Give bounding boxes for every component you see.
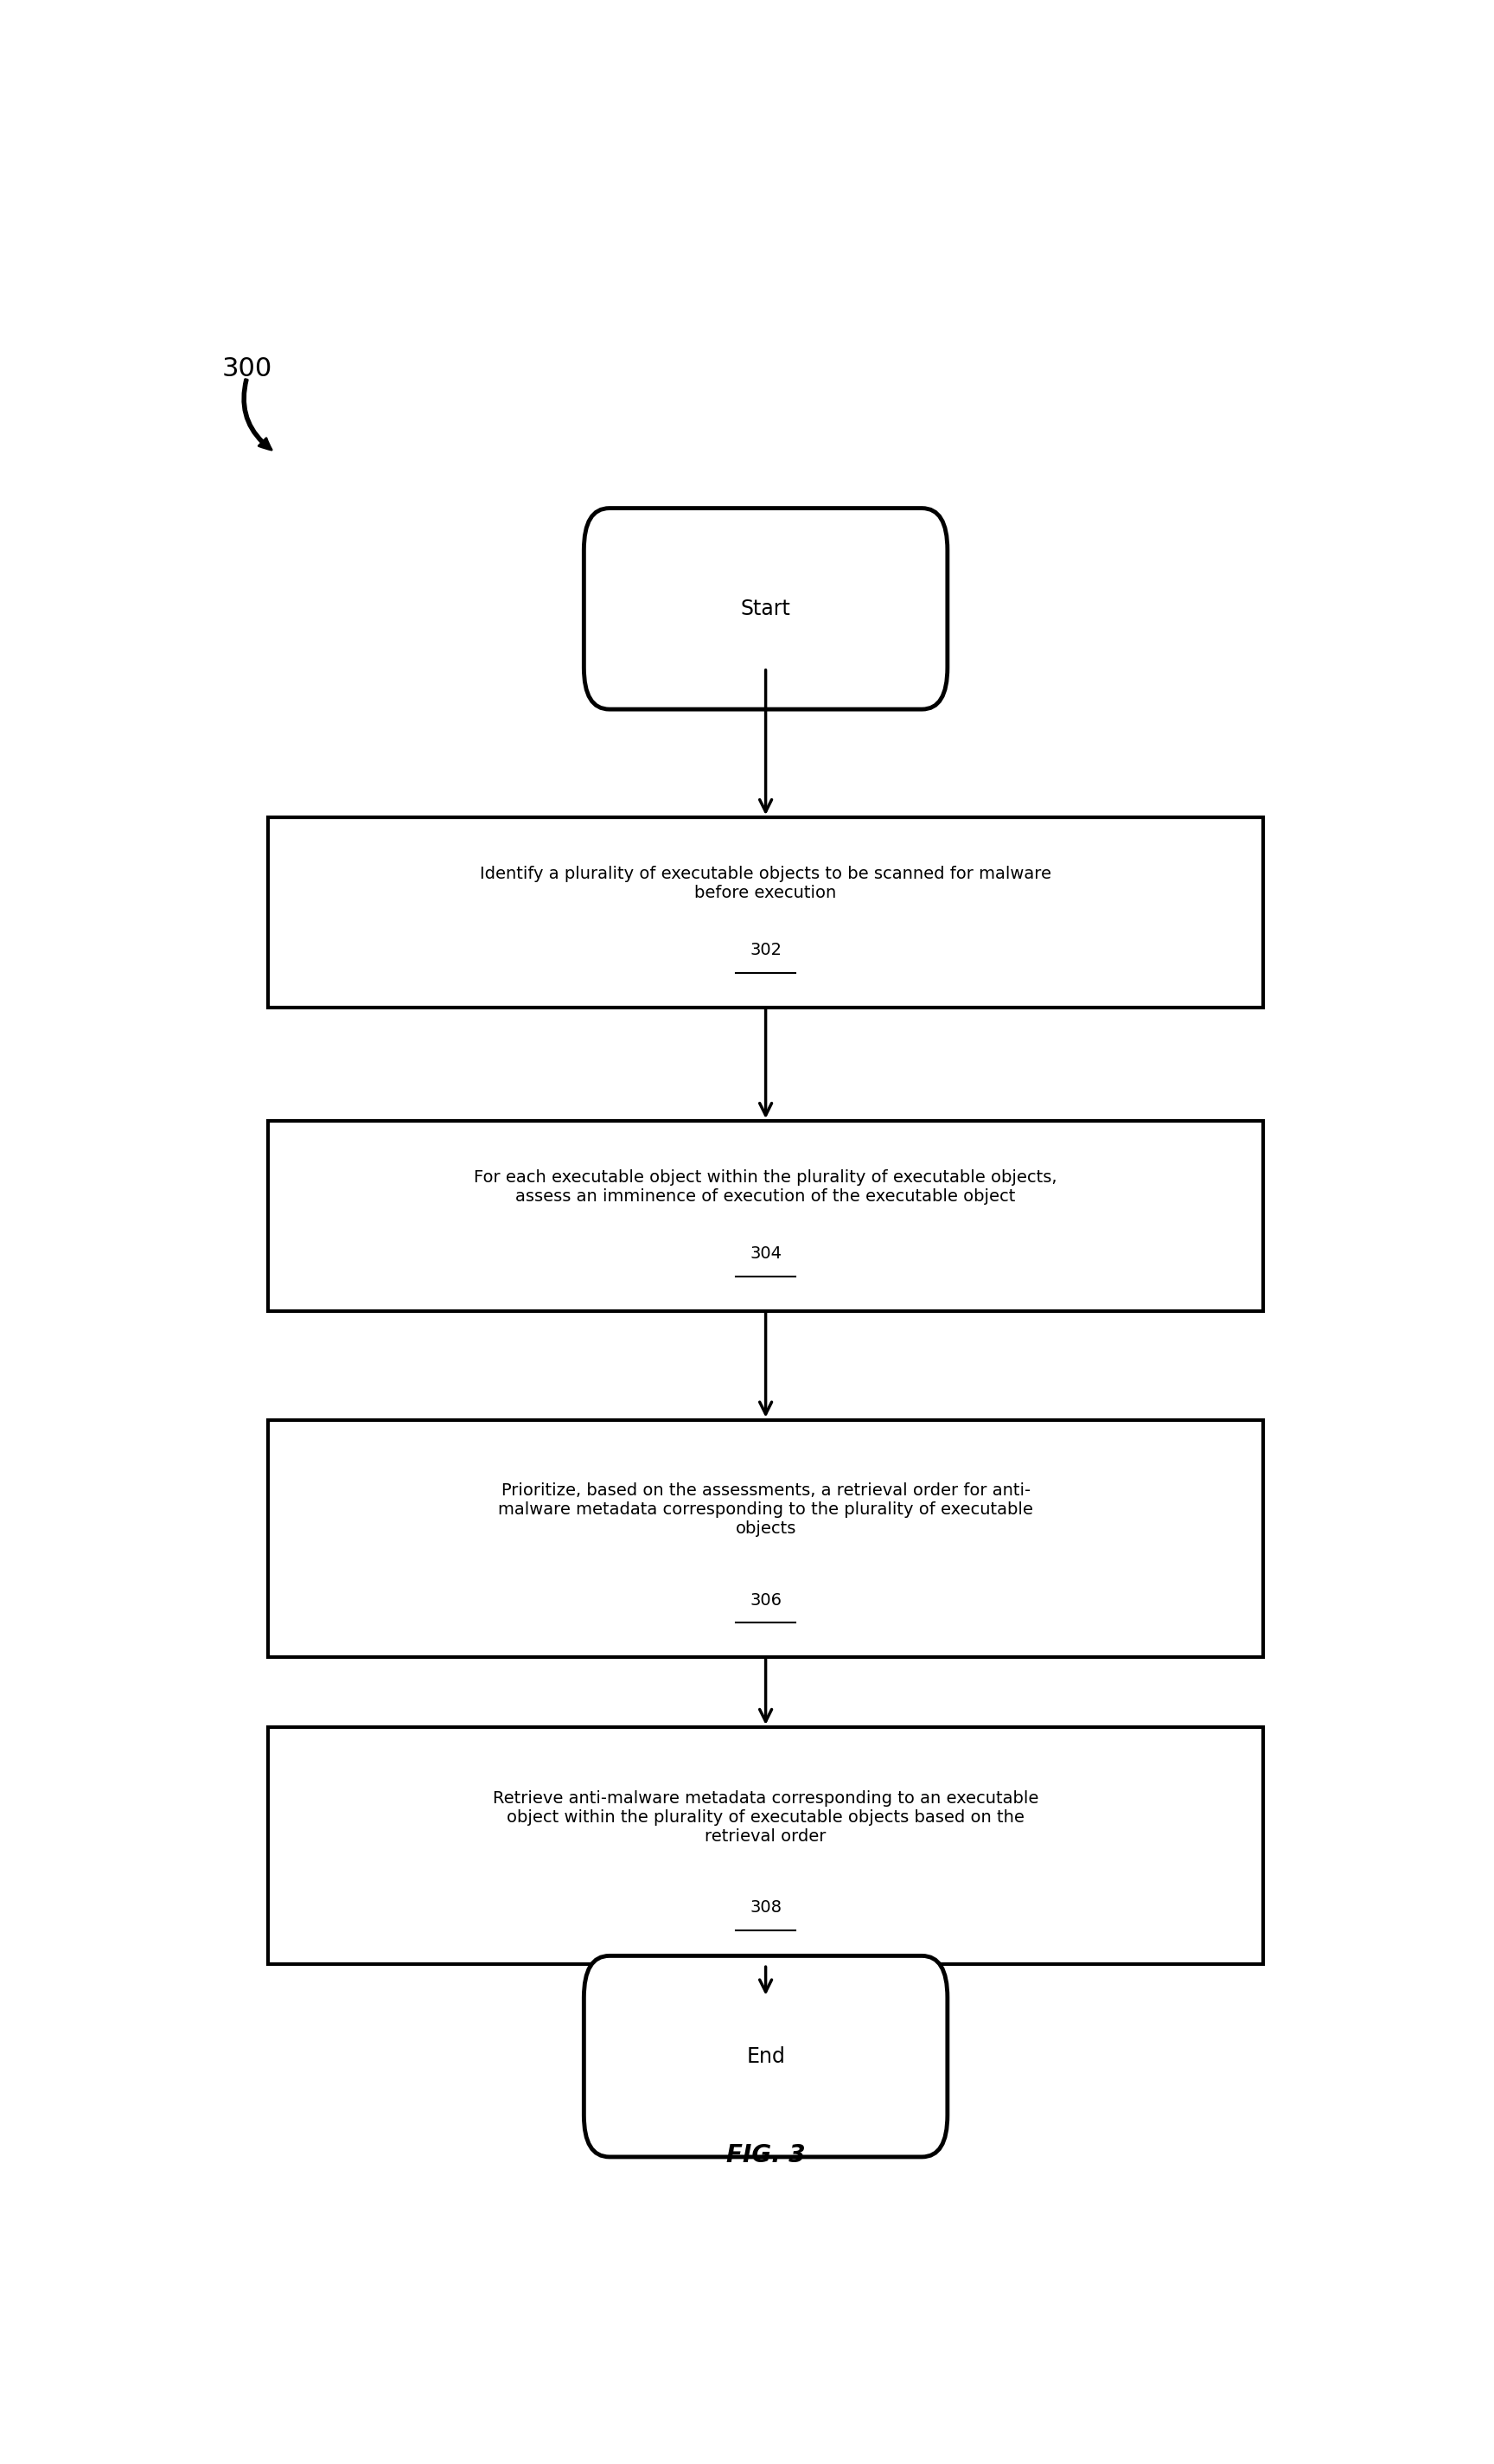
Bar [267, 1727, 1264, 1964]
FancyBboxPatch shape [584, 508, 947, 710]
Text: 306: 306 [750, 1592, 781, 1609]
Text: FIG. 3: FIG. 3 [726, 2144, 805, 2168]
Text: Identify a plurality of executable objects to be scanned for malware
before exec: Identify a plurality of executable objec… [480, 867, 1052, 902]
Text: Prioritize, based on the assessments, a retrieval order for anti-
malware metada: Prioritize, based on the assessments, a … [498, 1483, 1034, 1538]
Bar [267, 1121, 1264, 1311]
Bar [267, 818, 1264, 1008]
Text: 300: 300 [221, 357, 272, 382]
Text: 302: 302 [750, 941, 781, 958]
Text: 304: 304 [750, 1247, 781, 1262]
FancyArrowPatch shape [242, 379, 272, 451]
Bar [267, 1419, 1264, 1656]
Text: Start: Start [741, 599, 790, 618]
Text: For each executable object within the plurality of executable objects,
assess an: For each executable object within the pl… [474, 1170, 1058, 1205]
Text: 308: 308 [750, 1900, 781, 1915]
Text: Retrieve anti-malware metadata corresponding to an executable
object within the : Retrieve anti-malware metadata correspon… [493, 1789, 1038, 1846]
Text: End: End [747, 2045, 784, 2067]
FancyBboxPatch shape [584, 1956, 947, 2156]
